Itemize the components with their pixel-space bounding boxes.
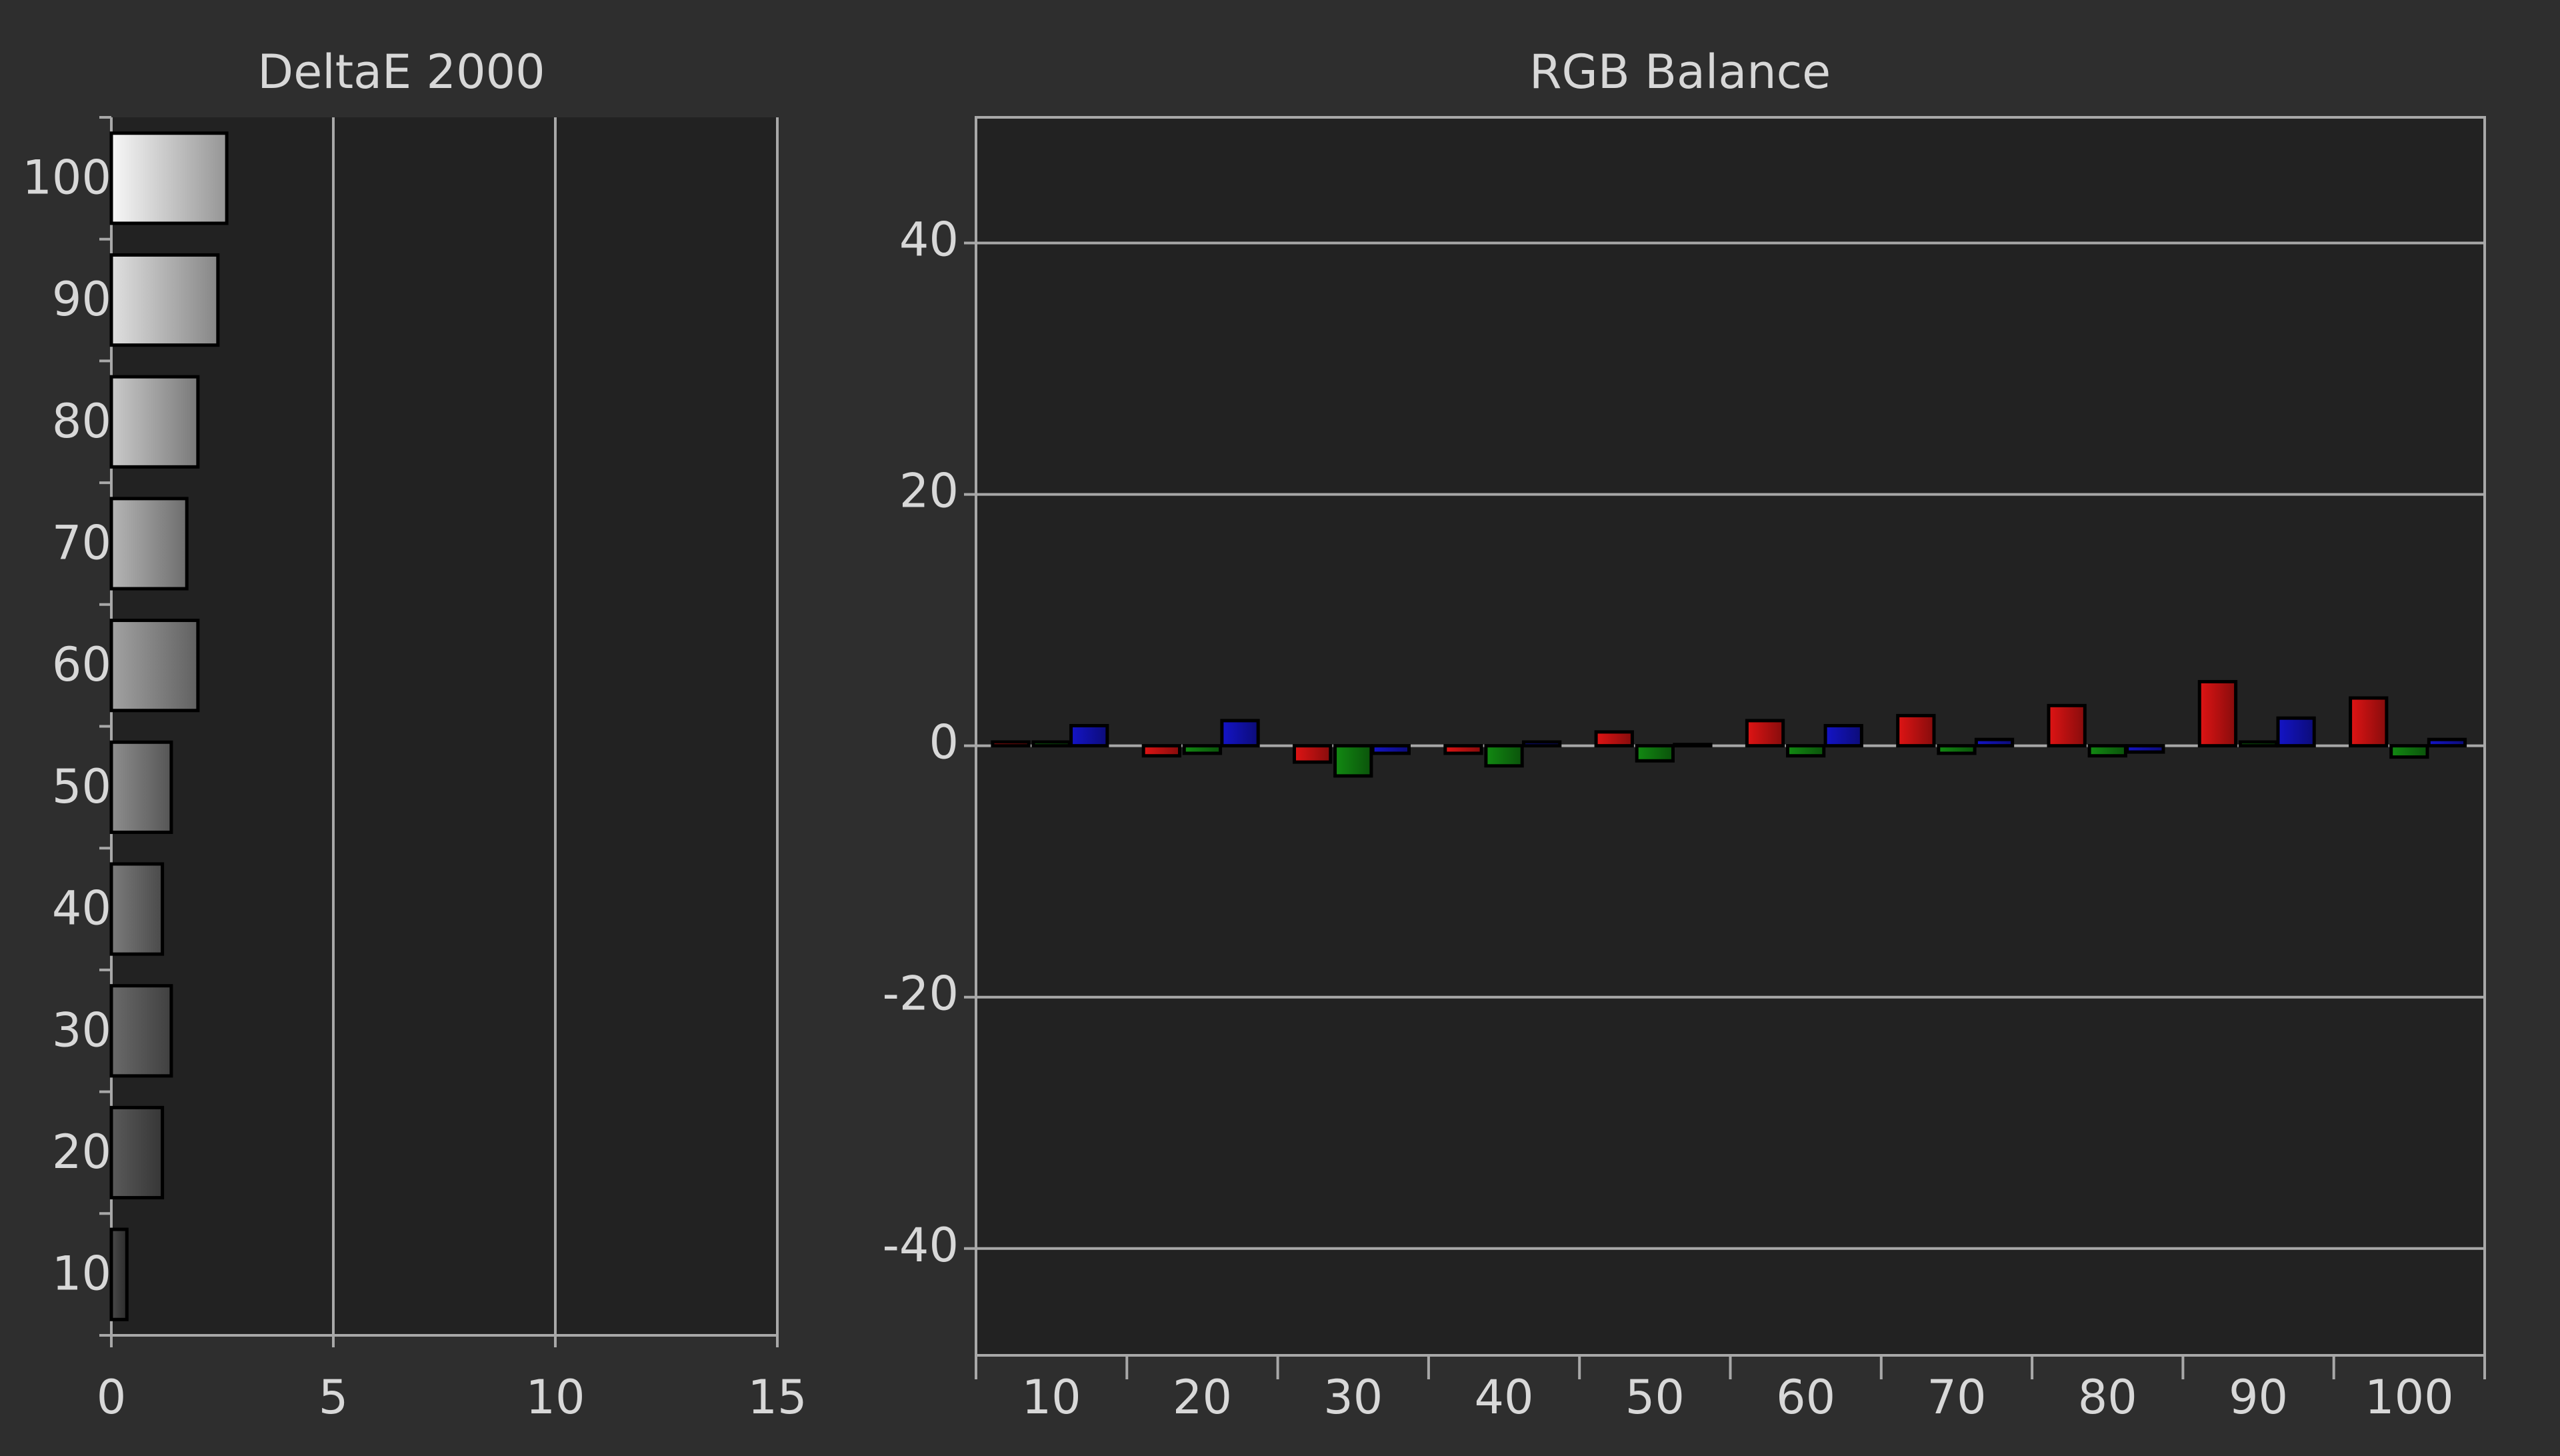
bar	[2238, 740, 2279, 748]
bar	[2389, 744, 2429, 759]
bar	[1031, 740, 1071, 748]
bar	[1785, 744, 1826, 758]
chart-title: RGB Balance	[1529, 45, 1831, 99]
x-tick-label: 90	[2229, 1370, 2288, 1425]
y-tick-label: 80	[52, 394, 111, 449]
x-tick-label: 60	[1776, 1370, 1835, 1425]
bar	[1069, 723, 1109, 748]
y-tick-label: 10	[52, 1247, 111, 1301]
bar	[109, 1105, 165, 1200]
x-tick-label: 10	[1022, 1370, 1081, 1425]
x-tick-label: 70	[1927, 1370, 1986, 1425]
bar	[109, 131, 229, 225]
bar	[1974, 737, 2015, 748]
bar	[1823, 723, 1863, 748]
bar	[2197, 679, 2238, 748]
bar	[2125, 744, 2165, 754]
y-tick-label: 100	[22, 150, 111, 205]
bar	[109, 1227, 129, 1321]
bar	[109, 497, 189, 591]
chart-title: DeltaE 2000	[257, 45, 545, 99]
bar	[109, 375, 200, 469]
bar	[109, 619, 200, 713]
bar	[109, 984, 173, 1078]
y-tick-label: 40	[899, 213, 959, 267]
x-tick-label: 50	[1625, 1370, 1685, 1425]
x-tick-label: 20	[1173, 1370, 1232, 1425]
bar	[1292, 744, 1333, 764]
bar	[1937, 744, 1977, 755]
y-tick-label: 40	[52, 881, 111, 936]
bar	[1896, 713, 1936, 748]
bar	[1521, 740, 1562, 748]
bar	[2047, 703, 2087, 748]
bar	[1594, 730, 1634, 748]
x-tick-label: 30	[1323, 1370, 1383, 1425]
y-tick-label: 70	[52, 515, 111, 570]
x-tick-label: 40	[1475, 1370, 1534, 1425]
x-tick-label: 15	[747, 1370, 807, 1425]
x-tick-label: 10	[525, 1370, 585, 1425]
y-tick-label: -40	[883, 1218, 959, 1273]
bar	[109, 740, 173, 834]
bar	[2427, 737, 2467, 748]
bar	[1443, 744, 1483, 755]
y-tick-label: -20	[883, 967, 959, 1021]
bar	[2087, 744, 2127, 758]
y-tick-label: 30	[52, 1003, 111, 1057]
x-tick-label: 80	[2078, 1370, 2137, 1425]
bar	[1745, 719, 1785, 748]
plot-area	[111, 117, 777, 1335]
bar	[1141, 744, 1182, 758]
x-tick-label: 0	[97, 1370, 127, 1425]
bar	[1220, 719, 1260, 748]
bar	[1371, 744, 1411, 755]
y-tick-label: 20	[899, 464, 959, 519]
bar	[2349, 696, 2389, 748]
y-tick-label: 60	[52, 637, 111, 692]
y-tick-label: 20	[52, 1125, 111, 1179]
bar	[1673, 743, 1713, 748]
y-tick-label: 0	[929, 715, 959, 770]
bar	[991, 740, 1031, 748]
bar	[2276, 716, 2316, 748]
x-tick-label: 5	[319, 1370, 349, 1425]
bar	[1484, 744, 1524, 768]
plot-area	[975, 116, 2486, 1357]
bar	[109, 862, 165, 956]
y-tick-label: 90	[52, 272, 111, 327]
x-tick-label: 100	[2365, 1370, 2454, 1425]
bar	[1333, 744, 1373, 778]
bar	[1182, 744, 1223, 755]
bar	[1635, 744, 1675, 763]
y-tick-label: 50	[52, 759, 111, 814]
bar	[109, 253, 220, 347]
